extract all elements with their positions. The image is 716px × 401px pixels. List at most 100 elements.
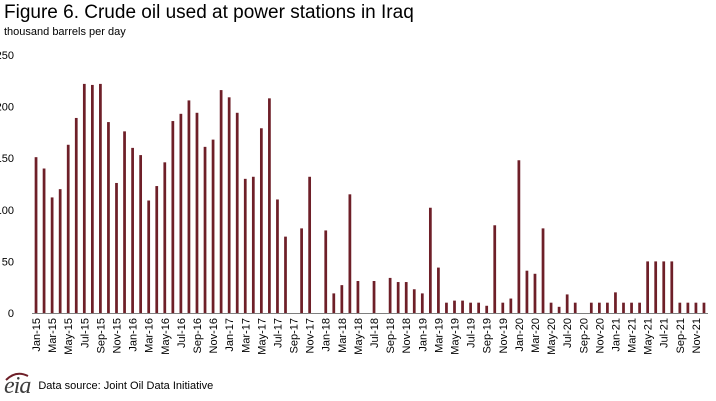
x-tick-label: Sep-17	[289, 318, 301, 353]
bar-may-17	[259, 128, 263, 313]
bar-sep-21	[678, 302, 682, 313]
bar-jan-18	[324, 230, 328, 313]
bar-may-18	[356, 281, 360, 313]
bar-may-21	[646, 261, 650, 313]
bar-apr-16	[155, 186, 159, 313]
bar-oct-18	[396, 282, 400, 313]
bar-dec-16	[219, 90, 223, 313]
bar-nov-18	[404, 282, 408, 313]
bar-nov-21	[694, 302, 698, 313]
bar-dec-20	[606, 302, 609, 313]
bar-jan-17	[227, 97, 231, 313]
x-tick-label: Jan-21	[610, 318, 622, 352]
bar-nov-15	[115, 182, 118, 313]
bar-jun-17	[268, 98, 271, 313]
bar-nov-19	[501, 302, 505, 313]
bar-mar-20	[533, 273, 537, 313]
bar-mar-16	[147, 200, 151, 313]
x-tick-label: Mar-15	[47, 318, 59, 353]
bar-mar-17	[243, 178, 247, 313]
x-tick-label: Mar-17	[240, 318, 252, 353]
y-tick-label: 100	[0, 205, 14, 217]
bar-jun-21	[654, 261, 658, 313]
x-axis-ticks: Jan-15 Mar-15 May-15 Jul-15 Sep-15 Nov-15 Jan-…	[31, 318, 703, 355]
bar-oct-17	[300, 228, 303, 313]
bar-may-19	[453, 300, 456, 313]
bar-jul-17	[276, 199, 279, 313]
bar-sep-19	[485, 305, 489, 313]
bar-feb-19	[428, 207, 432, 313]
chart-title: Figure 6. Crude oil used at power statio…	[4, 2, 414, 23]
bar-apr-20	[541, 228, 545, 313]
x-tick-label: May-18	[353, 318, 365, 355]
bar-mar-21	[630, 302, 633, 313]
y-axis-unit-label: thousand barrels per day	[4, 26, 126, 38]
bar-apr-21	[638, 302, 641, 313]
bar-feb-18	[332, 293, 336, 313]
x-tick-label: Jul-21	[659, 318, 671, 348]
x-tick-label: Jan-16	[128, 318, 140, 352]
bar-jan-15	[34, 157, 38, 313]
bar-jan-19	[420, 293, 424, 313]
bar-dec-15	[123, 131, 126, 313]
bar-apr-18	[348, 194, 352, 313]
bar-dec-21	[702, 302, 706, 313]
bar-jan-16	[131, 147, 134, 313]
bar-nov-20	[597, 302, 601, 313]
bar-oct-20	[589, 302, 593, 313]
bar-oct-21	[686, 302, 690, 313]
x-tick-label: Jan-18	[321, 318, 333, 352]
bar-dec-19	[509, 298, 513, 313]
x-tick-label: Jan-17	[224, 318, 236, 352]
x-tick-label: Sep-16	[192, 318, 204, 353]
bar-series	[34, 83, 706, 314]
bar-apr-19	[445, 302, 448, 313]
x-tick-label: Jan-15	[31, 318, 43, 352]
bar-dec-18	[412, 289, 416, 313]
bar-sep-16	[195, 112, 199, 313]
x-tick-label: Sep-21	[675, 318, 687, 353]
x-tick-label: Jul-17	[272, 318, 284, 348]
bar-nov-16	[211, 139, 215, 313]
x-tick-label: Sep-20	[578, 318, 590, 353]
bar-mar-15	[50, 197, 54, 313]
y-tick-label: 250	[0, 50, 14, 62]
y-axis-ticks: 0 50 100 150 200 250	[0, 50, 14, 320]
bar-jul-18	[372, 281, 376, 313]
bar-oct-19	[493, 225, 497, 313]
bar-aug-15	[90, 84, 94, 314]
x-tick-label: Nov-17	[305, 318, 317, 353]
eia-logo: eia	[4, 372, 31, 398]
bar-jan-20	[517, 160, 521, 313]
x-tick-label: Jul-19	[466, 318, 478, 348]
x-tick-label: Nov-19	[498, 318, 510, 353]
x-tick-label: Jul-15	[79, 318, 91, 348]
bar-jul-20	[565, 294, 569, 313]
x-tick-label: May-15	[63, 318, 75, 355]
x-tick-label: May-19	[450, 318, 462, 355]
y-tick-label: 50	[2, 256, 14, 268]
x-tick-label: Jan-19	[417, 318, 429, 352]
x-tick-label: May-20	[546, 318, 558, 355]
y-tick-label: 150	[0, 153, 14, 165]
data-source-note: Data source: Joint Oil Data Initiative	[38, 380, 214, 392]
bar-jul-19	[469, 302, 472, 313]
x-tick-label: Mar-18	[337, 318, 349, 353]
eia-logo-swoosh-icon	[5, 372, 29, 381]
x-tick-label: Jan-20	[514, 318, 526, 352]
bar-aug-19	[477, 302, 481, 313]
bar-jul-21	[662, 261, 666, 313]
bar-aug-17	[284, 236, 287, 313]
bar-jul-15	[82, 83, 86, 314]
bar-sep-15	[99, 83, 102, 314]
x-tick-label: Mar-20	[530, 318, 542, 353]
bar-aug-21	[670, 261, 674, 313]
y-tick-label: 0	[8, 308, 14, 320]
bar-may-15	[66, 144, 70, 313]
bar-jan-21	[614, 292, 617, 313]
x-tick-label: Nov-18	[401, 318, 413, 353]
bar-jul-16	[179, 113, 183, 313]
bar-chart: 0 50 100 150 200 250 Jan-15 Mar-15 May-15 Jul-15…	[0, 50, 708, 355]
x-tick-label: Sep-15	[95, 318, 107, 353]
x-tick-label: Mar-19	[433, 318, 445, 353]
